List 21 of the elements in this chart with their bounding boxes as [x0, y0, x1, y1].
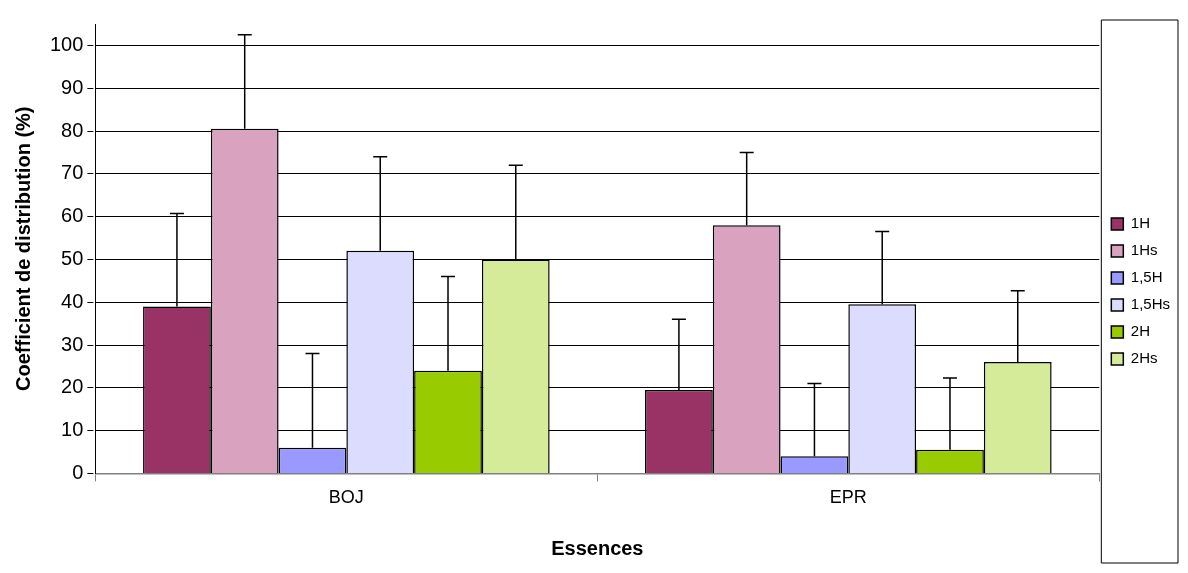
y-tick-label: 0	[72, 460, 84, 483]
y-tick-label: 100	[49, 32, 84, 55]
legend-label: 1Hs	[1130, 241, 1158, 259]
y-tick-label: 70	[61, 161, 84, 184]
y-tick-label: 30	[61, 332, 84, 355]
y-tick-label: 60	[61, 204, 84, 227]
legend-label: 2Hs	[1130, 349, 1158, 367]
legend-label: 1,5H	[1130, 268, 1163, 286]
y-axis-title: Coefficient de distribution (%)	[11, 106, 34, 391]
x-tick-label: BOJ	[328, 487, 364, 508]
x-axis-title: Essences	[551, 536, 644, 559]
y-tick-label: 50	[61, 246, 84, 269]
legend-label: 1H	[1130, 214, 1150, 232]
y-tick-label: 90	[61, 75, 84, 98]
legend-label: 1,5Hs	[1130, 295, 1170, 313]
y-tick-label: 20	[61, 375, 84, 398]
y-tick-label: 40	[61, 289, 84, 312]
y-tick-label: 10	[61, 418, 84, 441]
x-tick-label: EPR	[829, 487, 867, 508]
y-tick-label: 80	[61, 118, 84, 141]
legend-label: 2H	[1130, 322, 1150, 340]
